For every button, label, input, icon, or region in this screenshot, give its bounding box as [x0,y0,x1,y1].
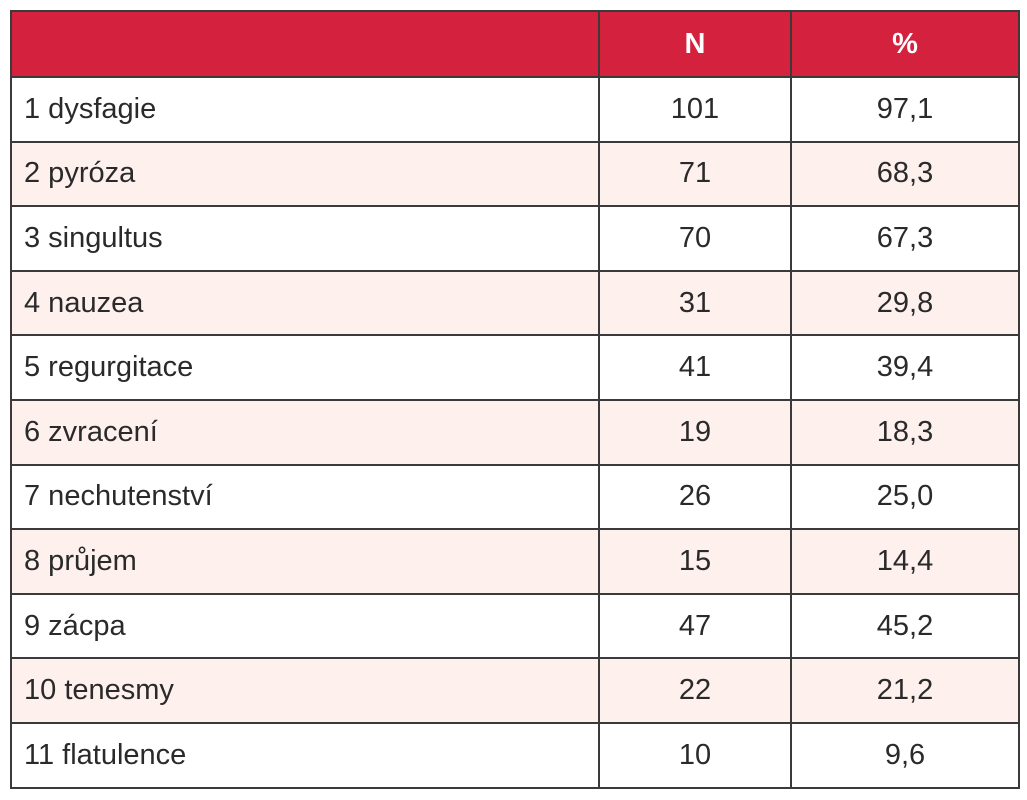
cell-value: 41 [598,334,792,401]
cell-value: 67,3 [790,205,1020,272]
cell-value: 22 [598,657,792,724]
header-cell: N [598,10,792,78]
cell-value: 10 [598,721,792,789]
table-row: 3 singultus 70 67,3 [10,205,1020,272]
cell-value: 26 [598,463,792,531]
table-row: 2 pyróza 71 68,3 [10,140,1020,208]
cell-value: 15 [598,528,792,595]
row-label: 2 pyróza [10,140,600,208]
table-row: 5 regurgitace 41 39,4 [10,334,1020,401]
table-row: 9 zácpa 47 45,2 [10,592,1020,660]
header-cell: % [790,10,1020,78]
row-label: 9 zácpa [10,592,600,660]
table-row: 10 tenesmy 22 21,2 [10,657,1020,724]
cell-value: 97,1 [790,76,1020,143]
row-label: 7 nechutenství [10,463,600,531]
cell-value: 47 [598,592,792,660]
cell-value: 21,2 [790,657,1020,724]
table-row: 1 dysfagie 101 97,1 [10,76,1020,143]
row-label: 10 tenesmy [10,657,600,724]
table-row: 8 průjem 15 14,4 [10,528,1020,595]
row-label: 11 flatulence [10,721,600,789]
cell-value: 39,4 [790,334,1020,401]
table-row: 7 nechutenství 26 25,0 [10,463,1020,531]
symptom-table: N % 1 dysfagie 101 97,1 2 pyróza 71 68,3 3 sin… [10,10,1020,789]
cell-value: 45,2 [790,592,1020,660]
cell-value: 18,3 [790,398,1020,466]
row-label: 1 dysfagie [10,76,600,143]
row-label: 8 průjem [10,528,600,595]
cell-value: 70 [598,205,792,272]
cell-value: 19 [598,398,792,466]
table-row: 6 zvracení 19 18,3 [10,398,1020,466]
row-label: 5 regurgitace [10,334,600,401]
row-label: 6 zvracení [10,398,600,466]
cell-value: 71 [598,140,792,208]
header-row: N % [10,10,1020,78]
row-label: 3 singultus [10,205,600,272]
cell-value: 25,0 [790,463,1020,531]
cell-value: 68,3 [790,140,1020,208]
cell-value: 9,6 [790,721,1020,789]
header-cell [10,10,600,78]
row-label: 4 nauzea [10,269,600,337]
cell-value: 14,4 [790,528,1020,595]
cell-value: 29,8 [790,269,1020,337]
cell-value: 31 [598,269,792,337]
table-row: 11 flatulence 10 9,6 [10,721,1020,789]
cell-value: 101 [598,76,792,143]
table-row: 4 nauzea 31 29,8 [10,269,1020,337]
